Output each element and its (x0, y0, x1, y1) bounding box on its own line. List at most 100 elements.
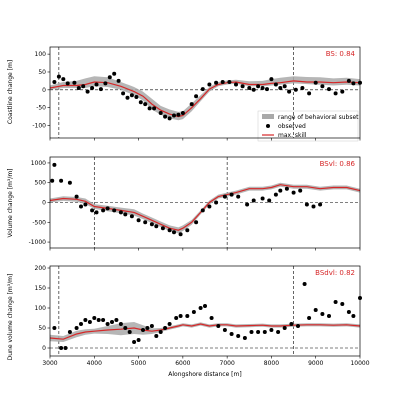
y-tick-label: 200 (35, 265, 47, 272)
observed-point (154, 224, 159, 229)
observed-point (220, 80, 225, 84)
y-tick-label: 1000 (31, 160, 46, 167)
observed-point (260, 196, 265, 201)
observed-point (346, 78, 351, 83)
observed-point (178, 314, 183, 318)
panel-dune: BSdvl: 0.82 Dune volume change [m³/m] (7, 269, 355, 360)
legend-model-label: max. skill (278, 132, 307, 139)
observed-point (134, 95, 139, 99)
observed-point (333, 91, 338, 96)
observed-point (216, 324, 221, 328)
observed-point (132, 340, 137, 344)
observed-point (129, 214, 134, 219)
observed-point (346, 310, 351, 314)
observed-point (307, 91, 312, 96)
legend-obs-label: observed (278, 123, 306, 130)
observed-point (114, 318, 119, 322)
observed-point (291, 190, 296, 195)
observed-point (143, 220, 148, 225)
observed-point (121, 91, 126, 96)
y-tick-label: 0 (42, 200, 46, 207)
observed-point (296, 324, 300, 328)
observed-point (125, 95, 130, 100)
observed-point (167, 228, 172, 233)
observed-point (90, 86, 95, 90)
observed-point (269, 77, 274, 82)
observed-point (300, 86, 305, 90)
model-line (49, 184, 361, 231)
plot-2: 200 150 100 50 0 3000 4000 5000 6000 7000 8000 9000… (35, 265, 370, 367)
observed-point (123, 326, 128, 330)
observed-point (158, 111, 163, 115)
legend-box (257, 110, 359, 142)
observed-point (118, 322, 123, 326)
observed-point (172, 113, 176, 118)
y-tick-label: -500 (32, 219, 46, 226)
y-tick-label: 50 (38, 69, 46, 76)
observed-point (112, 71, 117, 76)
observed-point (129, 93, 134, 98)
observed-point (256, 84, 261, 89)
observed-point (136, 338, 141, 342)
legend-band-swatch (262, 114, 274, 119)
observed-point (278, 86, 283, 90)
observed-point (207, 204, 212, 209)
y-tick-label: -50 (36, 105, 46, 112)
observed-point (61, 77, 66, 82)
observed-point (107, 75, 112, 80)
observed-point (167, 116, 172, 121)
observed-point (249, 330, 254, 334)
observed-point (236, 334, 241, 338)
y-tick-label: 100 (35, 305, 47, 312)
plot-0: 100 50 0 -50 -100 (32, 46, 362, 141)
panel-coastline: BS: 0.84 Coastline change [m] range of b… (7, 50, 359, 142)
observed-point (136, 218, 141, 223)
observed-point (320, 312, 325, 316)
y-tick-label: 0 (42, 87, 46, 94)
observed-point (85, 89, 90, 94)
observed-point (222, 328, 227, 332)
axes-frame (49, 46, 361, 139)
x-tick-label: 6000 (175, 360, 190, 367)
observed-point (174, 316, 179, 320)
observed-point (289, 322, 294, 326)
observed-point (98, 87, 103, 92)
observed-point (59, 178, 64, 183)
observed-point (265, 87, 269, 92)
observed-point (267, 198, 272, 203)
x-tick-label: 8000 (264, 360, 279, 367)
observed-point (112, 208, 117, 213)
observed-point (56, 74, 61, 79)
observed-point (222, 194, 227, 199)
observed-point (123, 212, 128, 217)
observed-point (92, 316, 97, 320)
observed-point (141, 328, 145, 332)
y-tick-label: 0 (42, 345, 46, 352)
observed-point (214, 80, 219, 85)
observed-point (269, 328, 274, 332)
observed-point (293, 87, 298, 92)
x-axis-label: Alongshore distance [m] (168, 371, 241, 378)
observed-point (83, 202, 88, 207)
observed-point (149, 324, 154, 328)
observed-point (116, 78, 121, 83)
x-tick-label: 10000 (350, 360, 369, 367)
observed-point (307, 316, 312, 320)
observed-point (72, 80, 77, 85)
observed-point (276, 330, 281, 334)
observed-point (191, 310, 196, 314)
observed-point (313, 308, 318, 312)
observed-point (76, 86, 81, 90)
observed-point (52, 162, 57, 167)
observed-point (176, 112, 181, 117)
observed-point (87, 320, 92, 324)
observed-point (105, 322, 110, 326)
observed-point (327, 314, 331, 318)
panel-volume: BSvl: 0.86 Volume change [m³/m] (7, 160, 356, 238)
observed-point (229, 332, 234, 336)
skill-label-volume: BSvl: 0.86 (320, 160, 356, 168)
observed-point (118, 210, 123, 215)
observed-point (351, 314, 356, 318)
x-tick-label: 3000 (42, 360, 57, 367)
observed-point (127, 330, 132, 334)
